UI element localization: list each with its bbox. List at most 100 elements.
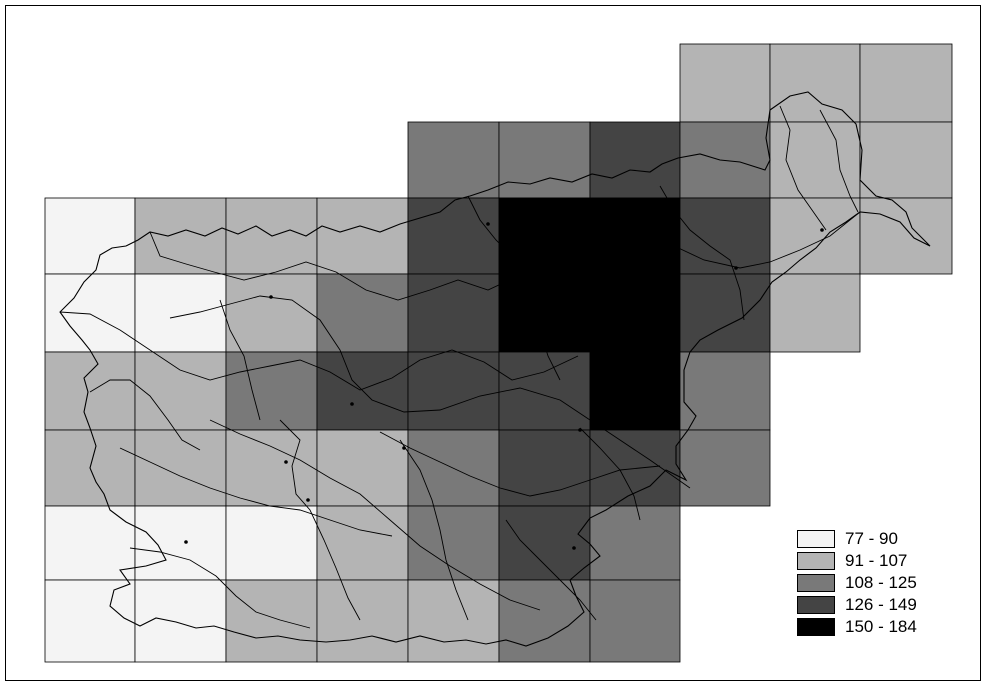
grid-cell-r4c6 xyxy=(589,351,681,431)
grid-cell-r7c2 xyxy=(225,579,318,663)
legend-item-5: 150 - 184 xyxy=(797,617,957,638)
line-10 xyxy=(779,105,827,231)
grid-cell-r7c0 xyxy=(44,579,136,663)
country-outline xyxy=(59,91,931,647)
grid-cell-r3c6 xyxy=(589,273,681,353)
grid-cell-r7c3 xyxy=(316,579,409,663)
grid-cell-r2c8 xyxy=(769,197,861,275)
town-marker xyxy=(486,222,490,226)
town-marker xyxy=(578,428,582,432)
grid-cell-r6c5 xyxy=(498,505,591,581)
legend-swatch xyxy=(797,574,835,592)
grid-cell-r4c4 xyxy=(407,351,500,431)
grid-cell-r3c2 xyxy=(225,273,318,353)
line-13 xyxy=(659,185,745,321)
town-marker xyxy=(734,266,738,270)
grid-cell-r0c7 xyxy=(679,43,771,123)
legend-item-4: 126 - 149 xyxy=(797,595,957,616)
legend-swatch xyxy=(797,618,835,636)
grid-cell-r6c2 xyxy=(225,505,318,581)
grid-cell-r5c3 xyxy=(316,429,409,507)
town-marker xyxy=(402,446,406,450)
grid-cell-r2c0 xyxy=(44,197,136,275)
grid-cell-r1c4 xyxy=(407,121,500,199)
town-marker xyxy=(184,540,188,544)
grid-cell-r7c4 xyxy=(407,579,500,663)
line-9 xyxy=(505,519,597,621)
line-6 xyxy=(119,447,393,537)
grid-cell-r6c1 xyxy=(134,505,227,581)
grid-cell-r5c1 xyxy=(134,429,227,507)
town-marker xyxy=(572,546,576,550)
town-marker xyxy=(350,402,354,406)
town-marker xyxy=(820,228,824,232)
line-15 xyxy=(89,379,201,451)
line-5 xyxy=(379,431,661,497)
legend-swatch xyxy=(797,596,835,614)
grid-cells xyxy=(44,43,953,663)
line-12 xyxy=(467,195,561,381)
rivers-and-roads xyxy=(59,105,861,629)
grid-cell-r2c9 xyxy=(859,197,953,275)
legend-label: 126 - 149 xyxy=(845,595,917,614)
grid-cell-r3c8 xyxy=(769,273,861,353)
line-14 xyxy=(399,439,469,621)
grid-cell-r7c6 xyxy=(589,579,681,663)
grid-cell-r5c2 xyxy=(225,429,318,507)
legend-label: 77 - 90 xyxy=(845,529,898,548)
grid-cell-r7c1 xyxy=(134,579,227,663)
grid-cell-r4c2 xyxy=(225,351,318,431)
grid-cell-r1c9 xyxy=(859,121,953,199)
grid-cell-r5c5 xyxy=(498,429,591,507)
grid-cell-r5c7 xyxy=(679,429,771,507)
grid-cell-r3c0 xyxy=(44,273,136,353)
grid-cell-r4c7 xyxy=(679,351,771,431)
towns xyxy=(184,222,824,550)
grid-cell-r0c8 xyxy=(769,43,861,123)
legend-swatch xyxy=(797,552,835,570)
legend-item-2: 91 - 107 xyxy=(797,551,957,572)
grid-cell-r2c5 xyxy=(498,197,591,275)
grid-cell-r4c1 xyxy=(134,351,227,431)
legend-swatch xyxy=(797,530,835,548)
grid-cell-r0c9 xyxy=(859,43,953,123)
grid-cell-r3c4 xyxy=(407,273,500,353)
town-marker xyxy=(284,460,288,464)
grid-cell-r1c5 xyxy=(498,121,591,199)
grid-cell-r2c1 xyxy=(134,197,227,275)
line-7 xyxy=(129,547,311,629)
legend-label: 108 - 125 xyxy=(845,573,917,592)
grid-cell-r3c1 xyxy=(134,273,227,353)
line-8 xyxy=(279,419,361,621)
line-16 xyxy=(219,299,261,421)
grid-cell-r1c6 xyxy=(589,121,681,199)
grid-cell-r5c6 xyxy=(589,429,681,507)
grid-cell-r2c4 xyxy=(407,197,500,275)
line-1 xyxy=(169,295,691,489)
grid-cell-r6c4 xyxy=(407,505,500,581)
grid-cell-r2c7 xyxy=(679,197,771,275)
grid-cell-r3c3 xyxy=(316,273,409,353)
grid-cell-r4c0 xyxy=(44,351,136,431)
legend-item-1: 77 - 90 xyxy=(797,529,957,550)
legend-label: 150 - 184 xyxy=(845,617,917,636)
legend-item-3: 108 - 125 xyxy=(797,573,957,594)
grid-cell-r7c5 xyxy=(498,579,591,663)
line-11 xyxy=(819,109,859,213)
country-border xyxy=(59,91,931,647)
town-marker xyxy=(269,295,273,299)
line-17 xyxy=(579,427,641,521)
line-2 xyxy=(59,311,579,391)
line-4 xyxy=(209,419,541,611)
grid-cell-r6c3 xyxy=(316,505,409,581)
line-3 xyxy=(149,211,861,301)
grid-cell-r6c0 xyxy=(44,505,136,581)
legend-label: 91 - 107 xyxy=(845,551,908,570)
town-marker xyxy=(306,498,310,502)
grid-cell-r3c7 xyxy=(679,273,771,353)
grid-cell-r2c3 xyxy=(316,197,409,275)
grid-cell-r4c5 xyxy=(498,351,591,431)
grid-cell-r3c5 xyxy=(498,273,591,353)
grid-cell-r6c6 xyxy=(589,505,681,581)
